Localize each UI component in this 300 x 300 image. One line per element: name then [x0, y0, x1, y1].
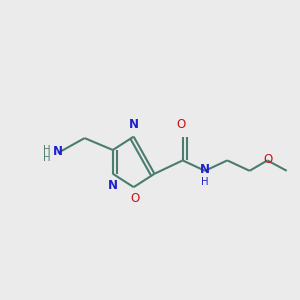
Text: N: N — [200, 164, 210, 176]
Text: O: O — [130, 192, 140, 205]
Text: N: N — [129, 118, 139, 131]
Text: O: O — [264, 153, 273, 166]
Text: H: H — [201, 177, 209, 187]
Text: N: N — [53, 145, 63, 158]
Text: N: N — [108, 179, 118, 192]
Text: H: H — [43, 145, 50, 155]
Text: O: O — [177, 118, 186, 131]
Text: H: H — [43, 153, 50, 163]
